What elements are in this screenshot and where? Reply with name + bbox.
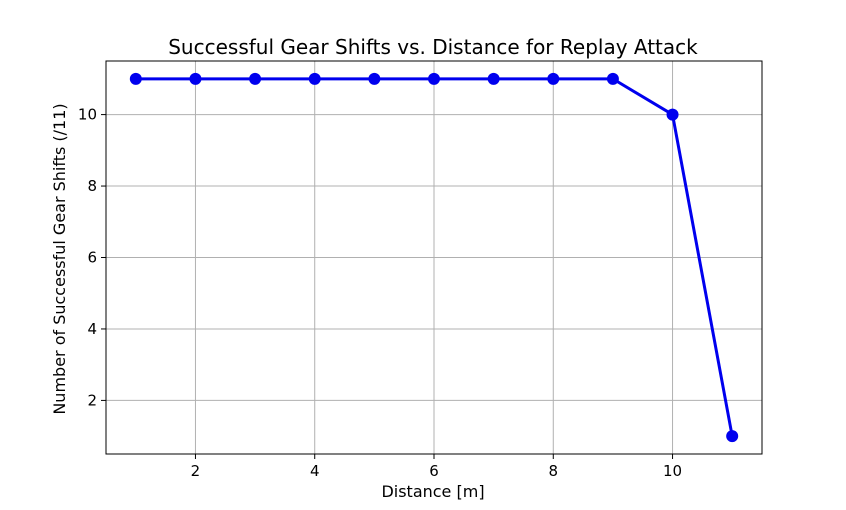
x-tick-label: 10 [663,462,682,480]
data-point [487,72,500,85]
data-point [129,72,142,85]
series-layer [129,72,739,443]
x-axis-label: Distance [m] [381,482,484,501]
y-tick-label: 6 [87,249,97,267]
grid [106,61,762,454]
y-tick-label: 10 [78,106,97,124]
data-point [308,72,321,85]
x-tick-label: 8 [548,462,558,480]
y-axis-label: Number of Successful Gear Shifts (/11) [50,103,69,414]
y-tick-label: 4 [87,320,97,338]
x-tick-label: 6 [429,462,439,480]
data-point [249,72,262,85]
x-tick-label: 2 [191,462,201,480]
data-point [666,108,679,121]
data-point [428,72,440,85]
x-tick-label: 4 [310,462,320,480]
y-tick-label: 8 [87,177,97,195]
data-point [547,72,560,85]
chart-title: Successful Gear Shifts vs. Distance for … [168,35,698,59]
data-point [368,72,381,85]
data-point [606,72,619,85]
y-tick-label: 2 [87,391,97,409]
ticks: 2 4 6 8 10 2 4 6 8 10 [78,106,682,480]
data-point [189,72,202,85]
data-point [726,430,739,443]
